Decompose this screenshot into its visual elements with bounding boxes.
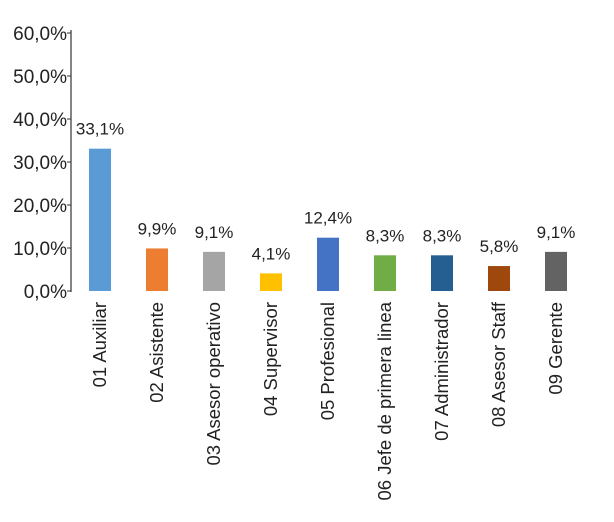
category-label: 01 Auxiliar xyxy=(89,302,110,387)
category-labels: 01 Auxiliar 02 Asistente 03 Asesor operati… xyxy=(89,301,566,500)
y-tick-label: 20,0% xyxy=(13,196,67,217)
y-tick-label: 50,0% xyxy=(13,67,67,88)
bars xyxy=(89,148,567,291)
data-label: 9,9% xyxy=(138,219,177,238)
category-label: 09 Gerente xyxy=(545,302,566,395)
y-tick-label: 40,0% xyxy=(13,110,67,131)
category-label: 06 Jefe de primera linea xyxy=(374,301,395,500)
category-label: 08 Asesor Staff xyxy=(488,301,509,427)
category-label: 07 Administrador xyxy=(431,302,452,441)
data-label: 8,3% xyxy=(423,226,462,245)
category-label: 05 Profesional xyxy=(317,302,338,420)
data-label: 4,1% xyxy=(252,244,291,263)
bar xyxy=(488,266,510,291)
category-label: 04 Supervisor xyxy=(260,302,281,416)
y-axis-ticks: 0,0% 10,0% 20,0% 30,0% 40,0% 50,0% 60,0% xyxy=(13,24,71,303)
y-tick-label: 10,0% xyxy=(13,239,67,260)
category-label: 02 Asistente xyxy=(146,302,167,403)
data-labels: 33,1% 9,9% 9,1% 4,1% 12,4% 8,3% 8,3% 5,8% 9,1% xyxy=(76,120,575,264)
bar xyxy=(260,273,282,291)
data-label: 5,8% xyxy=(480,237,519,256)
category-label: 03 Asesor operativo xyxy=(203,302,224,466)
bar xyxy=(374,255,396,291)
y-tick-label: 0,0% xyxy=(24,282,67,303)
bar xyxy=(89,148,111,291)
data-label: 9,1% xyxy=(195,223,234,242)
bar xyxy=(146,248,168,291)
data-label: 9,1% xyxy=(537,223,576,242)
bar xyxy=(317,237,339,291)
y-tick-label: 30,0% xyxy=(13,153,67,174)
bar xyxy=(203,251,225,291)
bar xyxy=(545,251,567,291)
data-label: 33,1% xyxy=(76,120,124,139)
bar xyxy=(431,255,453,291)
y-tick-label: 60,0% xyxy=(13,24,67,45)
data-label: 8,3% xyxy=(366,226,405,245)
data-label: 12,4% xyxy=(304,209,352,228)
